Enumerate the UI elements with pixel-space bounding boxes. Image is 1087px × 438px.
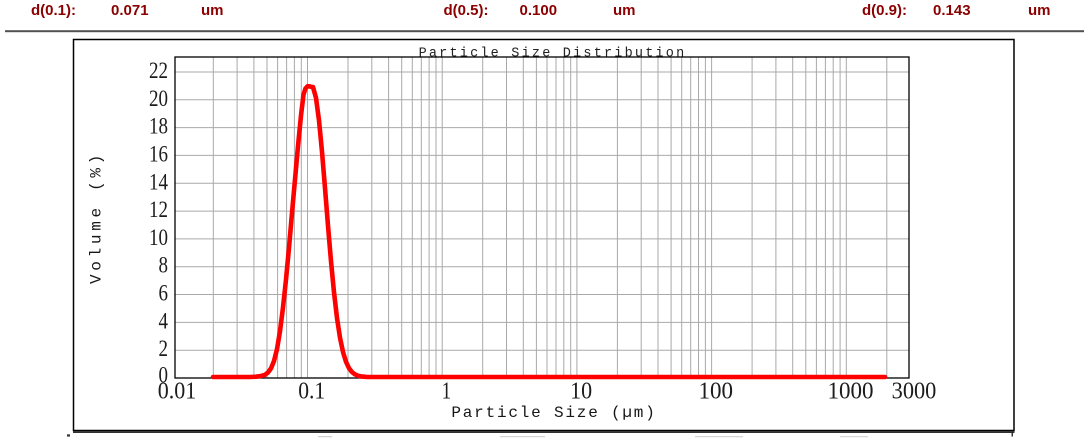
svg-text:um: um [613,2,636,19]
svg-text:22: 22 [149,58,168,83]
svg-text:14: 14 [149,169,168,194]
svg-text:4: 4 [159,308,169,333]
svg-text:0: 0 [159,363,169,388]
svg-text:0.100: 0.100 [520,2,558,19]
svg-text:3000: 3000 [892,379,937,405]
svg-text:Particle Size (µm): Particle Size (µm) [451,404,656,422]
svg-text:d(0.5):: d(0.5): [444,2,489,19]
svg-text:1: 1 [442,379,452,405]
svg-text:um: um [1028,2,1051,19]
svg-text:8: 8 [159,253,169,278]
svg-text:12: 12 [149,197,168,222]
svg-text:10: 10 [149,225,168,250]
svg-text:0.1: 0.1 [298,379,325,405]
svg-text:100: 100 [699,379,734,405]
svg-text:d(0.1):: d(0.1): [31,2,76,19]
svg-text:0.143: 0.143 [933,2,971,19]
svg-text:6: 6 [159,281,169,306]
svg-text:um: um [201,2,224,19]
svg-text:18: 18 [149,114,168,139]
svg-text:Particle Size Distribution: Particle Size Distribution [419,47,687,62]
svg-text:1000: 1000 [828,379,874,405]
svg-text:16: 16 [149,141,168,166]
svg-text:20: 20 [149,86,168,111]
svg-text:0.01: 0.01 [158,379,197,405]
svg-text:Volume (%): Volume (%) [88,151,106,284]
svg-text:2: 2 [159,336,169,361]
svg-text:0.071: 0.071 [111,2,149,19]
svg-text:d(0.9):: d(0.9): [862,2,907,19]
svg-text:10: 10 [570,379,592,405]
